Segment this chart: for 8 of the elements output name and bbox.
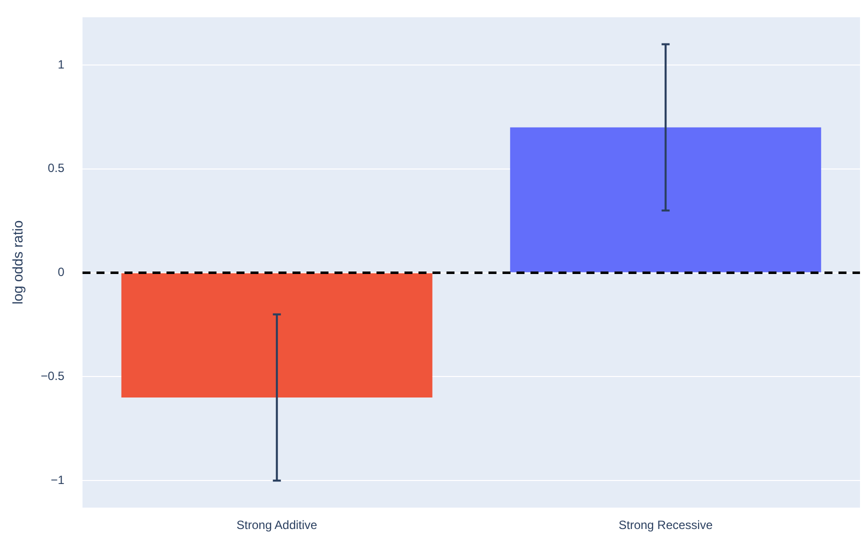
y-tick-label: −1 [50, 472, 65, 487]
y-tick-label: 1 [58, 57, 65, 72]
y-axis-title: log odds ratio [9, 220, 26, 304]
x-tick-label: Strong Recessive [618, 518, 713, 532]
x-tick-label: Strong Additive [236, 518, 318, 532]
y-tick-label: 0.5 [48, 161, 65, 176]
y-tick-label: −0.5 [40, 369, 65, 383]
y-tick-label: 0 [58, 265, 65, 280]
